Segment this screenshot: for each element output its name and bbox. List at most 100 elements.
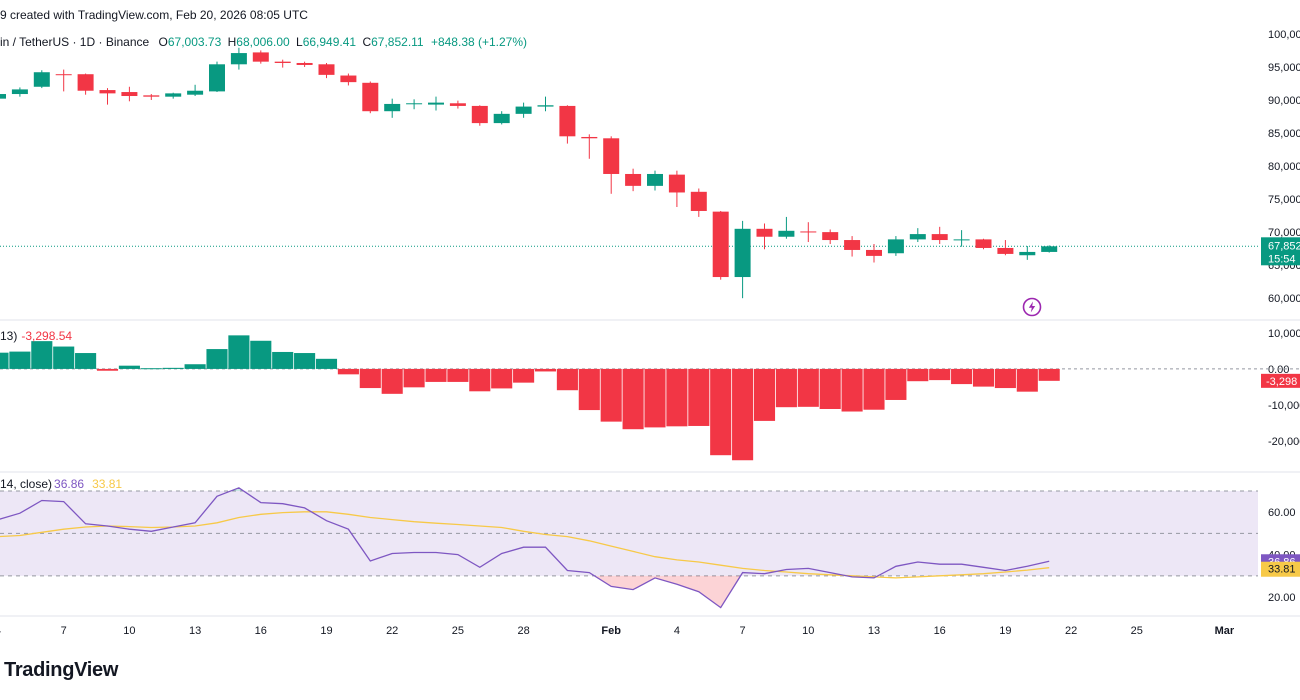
candle-body: [0, 94, 6, 99]
candle-body: [252, 52, 269, 62]
candle-body: [1019, 251, 1036, 256]
momentum-bar: [250, 340, 272, 369]
last-price-tag: [1261, 237, 1300, 266]
candle-body: [187, 90, 204, 95]
momentum-bar: [9, 351, 31, 369]
candle-body: [33, 72, 50, 87]
time-axis-tick: 22: [1065, 625, 1077, 637]
candle-body: [11, 89, 28, 95]
time-axis-tick: 7: [740, 625, 746, 637]
momentum-bar: [118, 365, 140, 369]
high-value: 68,006.00: [236, 35, 290, 49]
momentum-bar: [469, 368, 491, 392]
price-axis-tick: 85,000: [1268, 128, 1300, 140]
momentum-bar: [578, 368, 600, 411]
momentum-bar: [75, 353, 97, 369]
momentum-bar: [863, 368, 885, 410]
time-axis-tick: 19: [999, 625, 1011, 637]
time-axis-tick: 4: [674, 625, 680, 637]
rsi-line: [0, 487, 1050, 609]
symbol-ohlc-legend[interactable]: in / TetherUS · 1D · Binance O67,003.73 …: [0, 35, 527, 49]
momentum-legend[interactable]: 13) -3,298.54: [0, 329, 72, 343]
candle-body: [866, 249, 882, 256]
momentum-bar: [951, 368, 973, 385]
momentum-bar: [819, 368, 841, 409]
time-axis-tick: 4: [0, 625, 1, 637]
change-value: +848.38 (+1.27%): [430, 35, 528, 49]
candle-body: [340, 75, 357, 83]
candle-body: [603, 138, 620, 174]
low-value: 66,949.41: [302, 35, 357, 49]
candle-body: [953, 239, 970, 241]
time-axis-tick: 19: [320, 625, 332, 637]
candle-body: [449, 103, 466, 106]
candle-body: [581, 136, 598, 139]
candle-body: [887, 239, 904, 254]
time-axis-tick: 7: [61, 625, 67, 637]
candle-body: [55, 74, 72, 76]
time-axis-tick: 16: [934, 625, 946, 637]
momentum-bar: [885, 368, 907, 400]
bar-countdown: 15:54: [1268, 253, 1296, 265]
candle-body: [931, 234, 948, 241]
momentum-legend-name: 13): [0, 329, 18, 343]
candle-body: [690, 191, 707, 211]
last-price-tag-value: 67,852: [1268, 240, 1300, 252]
candle-body: [975, 239, 992, 248]
rsi-axis-tick: 60.00: [1268, 507, 1296, 519]
momentum-bar: [53, 346, 75, 369]
time-axis-tick: 10: [123, 625, 135, 637]
candle-body: [77, 74, 94, 91]
momentum-legend-value: -3,298.54: [21, 329, 73, 343]
time-axis-tick: 16: [255, 625, 267, 637]
price-axis-tick: 60,000: [1268, 293, 1300, 305]
momentum-axis-tick: 10,000: [1268, 328, 1300, 340]
rsi-oversold-fill: [611, 575, 634, 590]
candle-body: [559, 105, 576, 137]
momentum-bar: [732, 368, 754, 461]
rsi-legend-value: 36.86: [54, 477, 85, 491]
time-axis-tick: 13: [868, 625, 880, 637]
momentum-bar: [491, 368, 513, 389]
momentum-bar: [206, 349, 228, 369]
candle-body: [997, 247, 1014, 254]
candle-body: [712, 211, 729, 278]
lightning-icon[interactable]: [1022, 297, 1042, 317]
rsi-axis-tick: 20.00: [1268, 592, 1296, 604]
momentum-bar: [1038, 368, 1060, 381]
momentum-bar: [622, 368, 644, 430]
candle-body: [493, 113, 510, 124]
momentum-bar: [447, 368, 469, 382]
momentum-bar: [972, 368, 995, 387]
price-axis-tick: 80,000: [1268, 161, 1300, 173]
candle-body: [515, 106, 532, 114]
momentum-bar: [140, 368, 162, 370]
candle-body: [143, 95, 160, 97]
candle-body: [121, 92, 138, 97]
momentum-bar: [381, 368, 403, 394]
momentum-bar: [184, 364, 206, 369]
momentum-bar: [403, 368, 425, 388]
momentum-value-tag-text: -3,298: [1266, 376, 1297, 388]
price-axis-tick: 95,000: [1268, 62, 1300, 74]
momentum-bar: [96, 368, 119, 371]
momentum-bar: [337, 368, 359, 375]
momentum-bar: [710, 368, 732, 456]
time-axis-tick: 25: [452, 625, 464, 637]
momentum-bar: [534, 368, 557, 372]
momentum-bar: [513, 368, 535, 383]
momentum-bar: [359, 368, 381, 389]
momentum-axis-tick: -10,000: [1268, 400, 1300, 412]
rsi-oversold-fill: [676, 575, 699, 592]
momentum-bar: [162, 367, 184, 369]
momentum-bar: [1016, 368, 1038, 392]
time-axis-tick: 25: [1131, 625, 1143, 637]
momentum-bar: [841, 368, 863, 412]
candle-body: [296, 62, 313, 65]
candle-body: [471, 105, 488, 124]
momentum-bar: [753, 368, 776, 421]
rsi-legend[interactable]: 14, close) 36.86 33.81: [0, 477, 122, 491]
momentum-bar: [315, 358, 338, 369]
candle-body: [647, 173, 663, 186]
